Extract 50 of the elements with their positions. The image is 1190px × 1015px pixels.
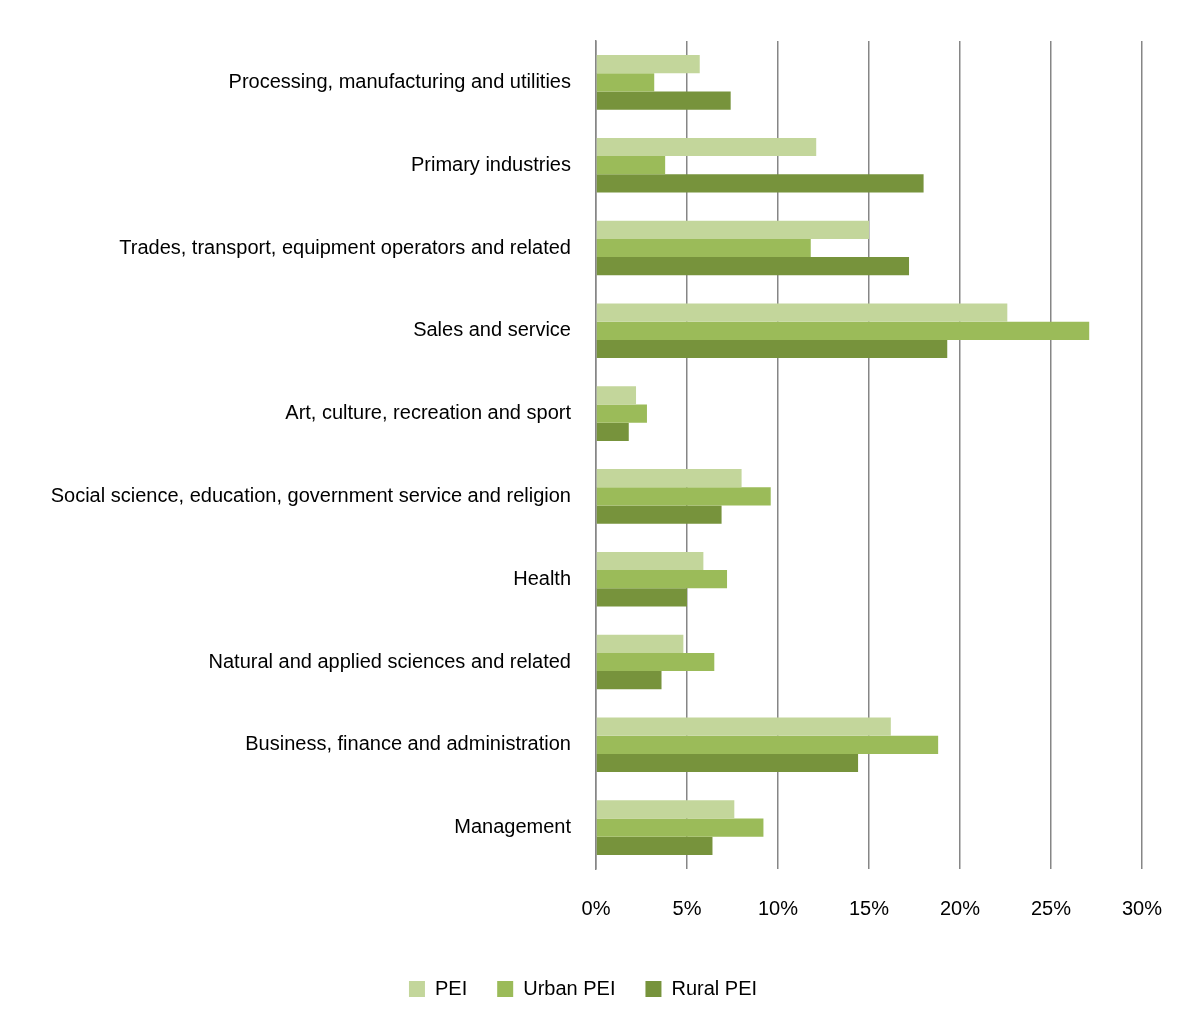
bar: [596, 238, 811, 258]
bar: [596, 156, 666, 175]
bar: [596, 717, 891, 736]
bar: [596, 174, 924, 193]
y-tick-label: Trades, transport, equipment operators and related: [119, 235, 571, 258]
y-tick-label: Natural and applied sciences and related: [208, 649, 571, 672]
y-tick-label: Sales and service: [413, 318, 571, 341]
bar: [596, 339, 948, 359]
bar: [596, 487, 771, 506]
bar: [596, 321, 1090, 340]
bar: [596, 570, 728, 589]
y-tick-label: Business, finance and administration: [245, 732, 571, 755]
x-tick-label: 25%: [1030, 896, 1072, 919]
bar: [596, 257, 910, 276]
bar: [596, 505, 722, 524]
y-tick-label: Health: [513, 566, 571, 589]
bar: [596, 800, 735, 819]
bar: [596, 551, 704, 571]
bar: [596, 634, 684, 653]
y-tick-label: Processing, manufacturing and utilities: [228, 69, 571, 92]
x-tick-label: 10%: [757, 896, 799, 919]
bar: [596, 735, 939, 754]
y-tick-label: Primary industries: [410, 152, 571, 175]
bar: [596, 303, 1008, 322]
bar: [596, 55, 700, 74]
bar: [596, 404, 647, 423]
x-tick-label: 5%: [672, 896, 702, 919]
x-tick-label: 30%: [1121, 896, 1163, 919]
bar: [596, 469, 742, 488]
bar: [596, 73, 655, 92]
y-tick-label: Social science, education, government service and religion: [50, 483, 571, 506]
bar: [596, 386, 637, 405]
bar: [596, 91, 731, 110]
x-tick-label: 0%: [581, 896, 611, 919]
bar: [596, 588, 687, 607]
x-tick-label: 20%: [939, 896, 981, 919]
bar: [596, 753, 859, 773]
x-tick-label: 15%: [848, 896, 890, 919]
y-tick-label: Art, culture, recreation and sport: [285, 401, 572, 424]
legend-label: Rural PEI: [671, 976, 758, 999]
legend-label: PEI: [434, 976, 468, 999]
bar: [596, 220, 869, 239]
bar: [596, 836, 713, 855]
y-tick-label: Management: [454, 815, 572, 838]
bar: [596, 137, 817, 157]
bar: [596, 671, 662, 690]
bar: [596, 652, 715, 672]
bar: [596, 818, 764, 837]
legend-label: Urban PEI: [523, 976, 616, 999]
bar: [596, 422, 629, 441]
